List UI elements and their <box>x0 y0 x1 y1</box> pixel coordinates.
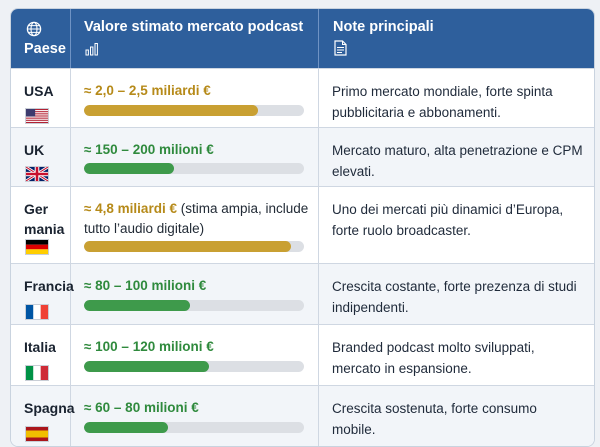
value-amount: ≈ 150 – 200 milioni € <box>84 142 214 157</box>
note-text: Uno dei mercati più dinamici d’Europa, f… <box>332 202 564 238</box>
notes-cell: Mercato maturo, alta penetrazione e CPM … <box>319 128 594 186</box>
flag-italy-icon <box>25 365 49 381</box>
market-value: ≈ 4,8 miliardi € (stima ampia, include t… <box>84 199 314 239</box>
note-text: Mercato maturo, alta penetrazione e CPM … <box>332 143 583 179</box>
country-cell: Spagna <box>11 386 75 446</box>
flag-usa-icon <box>25 108 49 124</box>
globe-icon <box>26 21 42 37</box>
table-row: Italia ≈ 100 – 120 milioni € Branded pod… <box>11 324 594 385</box>
value-cell: ≈ 60 – 80 milioni € <box>71 386 319 446</box>
value-cell: ≈ 100 – 120 milioni € <box>71 325 319 385</box>
country-cell: UK <box>11 128 71 186</box>
table-header: Paese Valore stimato mercato podcast Not… <box>11 9 594 68</box>
note-text: Branded podcast molto sviluppati, mercat… <box>332 340 535 376</box>
value-amount: ≈ 60 – 80 milioni € <box>84 400 199 415</box>
flag-uk-icon <box>25 166 49 182</box>
value-bar-fill <box>84 105 258 116</box>
country-cell: USA <box>11 69 71 127</box>
value-bar-fill <box>84 422 168 433</box>
note-text: Primo mercato mondiale, forte spinta pub… <box>332 84 553 120</box>
market-value: ≈ 80 – 100 milioni € <box>84 276 314 296</box>
value-amount: ≈ 80 – 100 milioni € <box>84 278 207 293</box>
country-name: Ger mania <box>24 199 64 239</box>
podcast-market-table: Paese Valore stimato mercato podcast Not… <box>10 8 595 447</box>
value-bar-track <box>84 105 304 116</box>
value-bar-track <box>84 361 304 372</box>
value-amount: ≈ 100 – 120 milioni € <box>84 339 214 354</box>
value-bar-fill <box>84 361 210 372</box>
value-bar-fill <box>84 163 175 174</box>
value-bar-track <box>84 300 304 311</box>
note-text: Crescita costante, forte prezenza di stu… <box>332 279 577 315</box>
flag-germany-icon <box>25 239 49 255</box>
country-name: Francia <box>24 278 74 294</box>
value-bar-track <box>84 241 304 252</box>
country-cell: Francia <box>11 264 74 324</box>
country-name-line: Ger <box>24 201 49 217</box>
table-row: Spagna ≈ 60 – 80 milioni € Crescita sost… <box>11 385 594 446</box>
notes-cell: Crescita sostenuta, forte consumo mobile… <box>319 386 594 446</box>
value-bar-track <box>84 422 304 433</box>
value-note: (stima ampia, include tutto l’audio digi… <box>84 201 309 236</box>
value-amount: ≈ 2,0 – 2,5 miliardi € <box>84 83 211 98</box>
bar-chart-icon <box>85 43 98 56</box>
note-text: Crescita sostenuta, forte consumo mobile… <box>332 401 537 437</box>
header-value-cell: Valore stimato mercato podcast <box>71 9 319 68</box>
table-row: UK ≈ 150 – 200 milioni € Mercato maturo,… <box>11 127 594 186</box>
value-amount: ≈ 4,8 miliardi € <box>84 201 177 216</box>
market-value: ≈ 100 – 120 milioni € <box>84 337 314 357</box>
header-notes-label: Note principali <box>333 19 434 35</box>
market-value: ≈ 150 – 200 milioni € <box>84 140 314 160</box>
notes-cell: Uno dei mercati più dinamici d’Europa, f… <box>319 187 594 263</box>
value-cell: ≈ 150 – 200 milioni € <box>71 128 319 186</box>
value-cell: ≈ 80 – 100 milioni € <box>71 264 319 324</box>
value-bar-track <box>84 163 304 174</box>
notes-cell: Primo mercato mondiale, forte spinta pub… <box>319 69 594 127</box>
table-row: Francia ≈ 80 – 100 milioni € Crescita co… <box>11 263 594 324</box>
table-row: Ger mania ≈ 4,8 miliardi € (stima ampia,… <box>11 186 594 263</box>
market-value: ≈ 60 – 80 milioni € <box>84 398 314 418</box>
country-name: Spagna <box>24 400 75 416</box>
flag-spain-icon <box>25 426 49 442</box>
country-name: UK <box>24 142 45 158</box>
country-cell: Ger mania <box>11 187 71 263</box>
value-cell: ≈ 4,8 miliardi € (stima ampia, include t… <box>71 187 319 263</box>
country-name-line: mania <box>24 221 65 237</box>
value-bar-fill <box>84 241 291 252</box>
header-country-cell: Paese <box>11 9 71 68</box>
notes-cell: Crescita costante, forte prezenza di stu… <box>319 264 594 324</box>
country-cell: Italia <box>11 325 71 385</box>
table-row: USA ≈ 2,0 – 2,5 miliardi € Primo mercato… <box>11 68 594 127</box>
header-notes-cell: Note principali <box>319 9 594 68</box>
market-value: ≈ 2,0 – 2,5 miliardi € <box>84 81 314 101</box>
header-value-label: Valore stimato mercato podcast <box>84 19 304 35</box>
notes-cell: Branded podcast molto sviluppati, mercat… <box>319 325 594 385</box>
flag-france-icon <box>25 304 49 320</box>
country-name: USA <box>24 83 54 99</box>
country-name: Italia <box>24 339 56 355</box>
value-cell: ≈ 2,0 – 2,5 miliardi € <box>71 69 319 127</box>
header-country-label: Paese <box>24 41 66 57</box>
value-bar-fill <box>84 300 190 311</box>
document-icon <box>334 40 347 56</box>
